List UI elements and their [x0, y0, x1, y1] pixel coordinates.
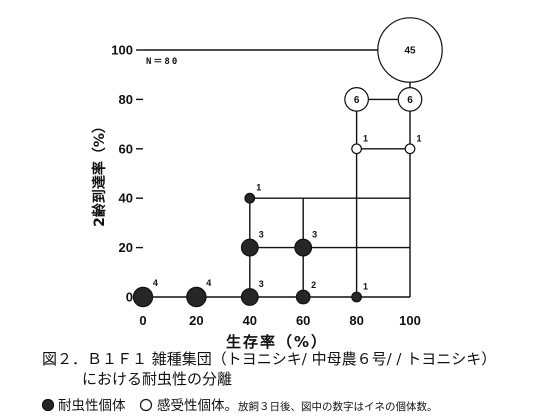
- resistant-point: [351, 291, 363, 303]
- point-count-label: 1: [416, 133, 421, 143]
- legend: 耐虫性個体 感受性個体。放飼３日後、図中の数字はイネの個体数。: [41, 397, 438, 414]
- point-labels: 4 4 3 2 1 3 3 1 1 1 6 6 45: [153, 46, 422, 292]
- legend-resistant-label: 耐虫性個体: [58, 398, 126, 414]
- x-tick-label: 40: [243, 313, 257, 328]
- point-count-label: 45: [404, 46, 416, 57]
- x-axis-label: 生存率（%）: [226, 333, 328, 351]
- legend-resistant-marker: [41, 398, 55, 412]
- resistant-point: [240, 288, 259, 306]
- susceptible-point: [404, 143, 416, 155]
- point-count-label: 6: [354, 95, 360, 106]
- susceptible-point: [397, 87, 423, 112]
- susceptible-point: [344, 87, 369, 112]
- point-count-label: 3: [312, 230, 317, 240]
- legend-susceptible-marker: [139, 398, 153, 412]
- susceptible-point: [377, 17, 443, 83]
- point-count-label: 4: [206, 278, 211, 288]
- figure-note: 放飼３日後、図中の数字はイネの個体数。: [238, 400, 438, 413]
- x-tick-label: 80: [349, 313, 363, 328]
- axis-ticks: 0 20 40 60 80 100 0 20 40 60 80 100: [111, 43, 421, 329]
- resistant-point: [240, 238, 259, 257]
- y-tick-label: 100: [111, 43, 133, 58]
- point-count-label: 3: [259, 279, 264, 289]
- resistant-point: [295, 289, 311, 305]
- point-count-label: 4: [153, 278, 158, 288]
- y-tick-label: 60: [119, 141, 133, 156]
- legend-susceptible-label: 感受性個体。: [157, 397, 238, 414]
- resistant-point: [294, 238, 313, 257]
- x-tick-label: 20: [189, 313, 203, 328]
- figure-caption-line-1: 図２．Ｂ１Ｆ１ 雑種集団（トヨニシキ/ 中母農６号/ / トヨニシキ）: [42, 350, 496, 368]
- point-count-label: 1: [363, 133, 368, 143]
- y-tick-label: 40: [119, 191, 133, 206]
- resistant-point: [186, 286, 207, 308]
- point-count-label: 3: [259, 230, 264, 240]
- point-count-label: 2: [311, 280, 316, 290]
- data-points: [132, 17, 443, 308]
- legend-susceptible-text: 感受性個体。放飼３日後、図中の数字はイネの個体数。: [157, 397, 438, 414]
- sample-size-annotation: N＝80: [146, 57, 179, 67]
- x-tick-label: 0: [139, 313, 146, 328]
- figure-caption-line-2: における耐虫性の分離: [82, 370, 232, 388]
- frame-lines: [143, 49, 411, 298]
- y-tick-label: 80: [119, 92, 133, 107]
- plot-area: 0 20 40 60 80 100 0 20 40 60 80 100 4 4 3 2 1 3 3 1 1 1 6 6 45: [111, 17, 443, 329]
- x-tick-label: 60: [296, 313, 310, 328]
- y-tick-label: 0: [126, 290, 133, 305]
- y-axis-label: 2齢到達率（%）: [91, 119, 108, 227]
- y-tick-label: 20: [119, 240, 133, 255]
- x-tick-label: 100: [399, 313, 421, 328]
- point-count-label: 6: [407, 95, 413, 106]
- susceptible-point: [351, 143, 363, 155]
- point-count-label: 1: [363, 282, 368, 292]
- resistant-point: [244, 192, 256, 204]
- resistant-point: [132, 286, 154, 308]
- point-count-label: 1: [256, 183, 261, 193]
